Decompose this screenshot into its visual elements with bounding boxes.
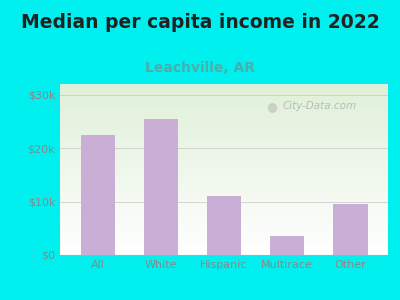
Bar bbox=[270, 236, 304, 255]
Bar bbox=[144, 119, 178, 255]
Bar bbox=[80, 135, 115, 255]
Text: ●: ● bbox=[267, 100, 278, 113]
Text: Median per capita income in 2022: Median per capita income in 2022 bbox=[21, 14, 379, 32]
Text: Leachville, AR: Leachville, AR bbox=[145, 61, 255, 76]
Bar bbox=[333, 204, 368, 255]
Text: City-Data.com: City-Data.com bbox=[283, 101, 357, 111]
Bar bbox=[207, 196, 241, 255]
